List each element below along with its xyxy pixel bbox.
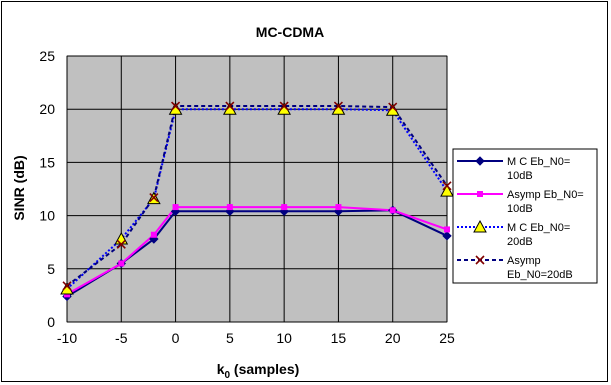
legend-entry-label: Asymp Eb_N0=20dB [507,255,573,281]
series-4-point [388,102,398,112]
chart-title: MC-CDMA [256,24,324,40]
y-tick-label: 25 [39,48,55,64]
y-tick-label: 5 [47,261,55,277]
series-layer [60,101,454,302]
series-4-point [171,101,181,111]
series-4-point [225,101,235,111]
legend-swatch-marker [475,255,485,265]
series-2-point [281,204,288,211]
x-axis-label-main: k [217,361,225,377]
x-tick-label: 10 [276,330,292,346]
series-3-point [440,184,454,197]
legend-swatch-marker [473,219,487,233]
x-tick-label: 0 [172,330,180,346]
legend-entry-label: M C Eb_N0= 10dB [507,156,570,182]
series-4-point [116,239,126,249]
series-2-point [172,204,179,211]
legend-swatch-marker [477,191,483,197]
x-axis-label-rest: (samples) [230,361,299,377]
x-axis-label: k0 (samples) [217,361,300,381]
y-tick-label: 10 [39,208,55,224]
y-tick-labels: 0 5 10 15 20 25 [39,48,55,330]
x-tick-label: -5 [115,330,128,346]
x-tick-label: 5 [226,330,234,346]
y-axis-label: SINR (dB) [11,155,27,220]
y-tick-label: 0 [47,314,55,330]
x-axis-label-subscript: 0 [224,370,230,381]
series-4-point [62,281,72,291]
legend-entry-label: M C Eb_N0= 20dB [507,222,570,248]
x-tick-label: 25 [439,330,455,346]
legend-box [452,148,598,284]
series-2-point [335,204,342,211]
series-2-point [444,226,450,233]
series-4-point [149,192,159,203]
plot-background [66,55,448,323]
series-2-point [150,231,157,238]
plot-area [66,55,448,323]
series-4-point [333,101,343,111]
series-4-point [279,101,289,111]
y-tick-label: 20 [39,101,55,117]
series-2-point [226,204,233,211]
series-2-point [118,260,125,267]
legend: M C Eb_N0= 10dB Asymp Eb_N0= 10dB M C Eb_N0=… [452,148,598,284]
legend-swatch-marker [475,156,485,166]
x-tick-label: 20 [385,330,401,346]
series-4-point [442,181,452,191]
x-tick-labels: -10 -5 0 5 10 15 20 25 [57,330,455,346]
y-tick-label: 15 [39,154,55,170]
x-tick-label: 15 [331,330,347,346]
legend-entry-label: Asymp Eb_N0= 10dB [507,189,584,215]
series-2-point [389,207,396,214]
series-1-point [442,231,452,241]
x-tick-label: -10 [57,330,77,346]
